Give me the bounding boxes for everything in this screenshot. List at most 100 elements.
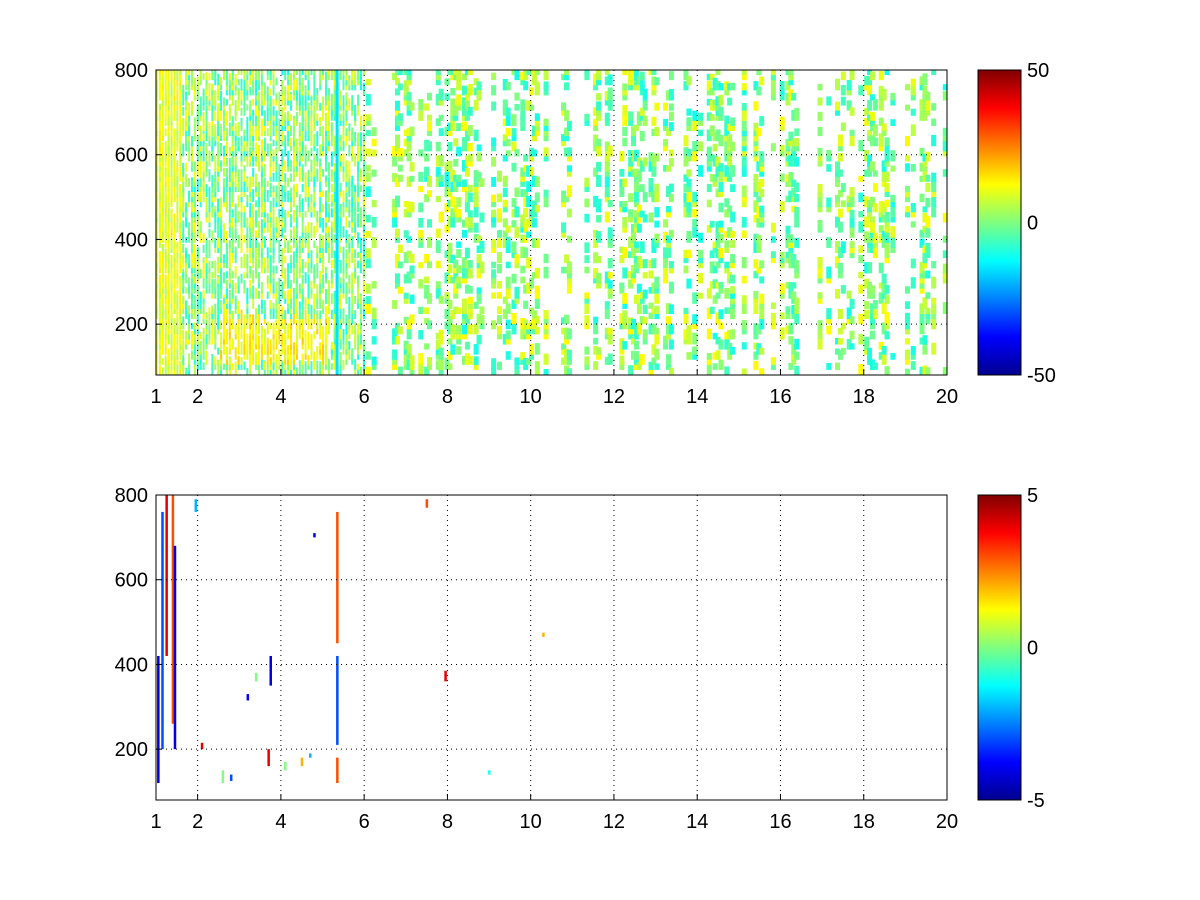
heatmap-cell bbox=[473, 356, 479, 365]
heatmap-cell bbox=[257, 310, 260, 325]
heatmap-cell bbox=[199, 221, 202, 228]
heatmap-cell bbox=[910, 277, 916, 289]
heatmap-cell bbox=[278, 253, 281, 264]
heatmap-cell bbox=[759, 293, 765, 304]
heatmap-cell bbox=[654, 233, 660, 243]
heatmap-cell bbox=[931, 260, 937, 269]
heatmap-cell bbox=[835, 362, 841, 370]
heatmap-cell bbox=[179, 257, 182, 264]
heatmap-cell bbox=[730, 294, 736, 304]
heatmap-cell bbox=[794, 365, 800, 375]
heatmap-cell bbox=[295, 367, 298, 375]
heatmap-cell bbox=[357, 323, 360, 335]
heatmap-cell bbox=[450, 216, 456, 228]
heatmap-cell bbox=[225, 185, 228, 192]
heatmap-cell bbox=[520, 116, 526, 126]
heatmap-cell bbox=[193, 312, 196, 320]
heatmap-cell bbox=[246, 178, 249, 187]
heatmap-cell bbox=[371, 138, 377, 147]
heatmap-cell bbox=[371, 216, 377, 228]
heatmap-cell bbox=[362, 146, 365, 162]
heatmap-cell bbox=[339, 217, 342, 233]
heatmap-cell bbox=[435, 141, 441, 152]
heatmap-cell bbox=[278, 208, 281, 218]
heatmap-cell bbox=[447, 160, 453, 172]
heatmap-cell bbox=[922, 104, 928, 116]
heatmap-cell bbox=[269, 255, 272, 269]
heatmap-cell bbox=[234, 229, 237, 238]
heatmap-cell bbox=[604, 76, 610, 86]
heatmap-cell bbox=[473, 360, 479, 370]
heatmap-cell bbox=[502, 238, 508, 248]
heatmap-cell bbox=[220, 273, 223, 289]
heatmap-cell bbox=[642, 317, 648, 325]
heatmap-cell bbox=[290, 114, 293, 121]
heatmap-cell bbox=[214, 131, 217, 142]
heatmap-cell bbox=[604, 112, 610, 121]
heatmap-cell bbox=[260, 70, 263, 76]
heatmap-cell bbox=[622, 341, 628, 350]
heatmap-cell bbox=[788, 362, 794, 370]
heatmap-cell bbox=[473, 129, 479, 142]
heatmap-cell bbox=[310, 335, 313, 345]
heatmap-cell bbox=[173, 330, 176, 340]
heatmap-cell bbox=[205, 329, 208, 345]
x-tick-label: 2 bbox=[192, 386, 203, 408]
heatmap-cell bbox=[234, 347, 237, 360]
heatmap-cell bbox=[584, 304, 590, 314]
heatmap-cell bbox=[307, 102, 310, 111]
heatmap-cell bbox=[878, 117, 884, 126]
heatmap-cell bbox=[881, 160, 887, 172]
heatmap-cell bbox=[327, 70, 330, 76]
heatmap-cell bbox=[298, 240, 301, 253]
heatmap-cell bbox=[869, 312, 875, 325]
heatmap-cell bbox=[351, 290, 354, 304]
x-tick-label: 10 bbox=[520, 386, 542, 408]
heatmap-cell bbox=[467, 106, 473, 116]
heatmap-cell bbox=[164, 85, 167, 96]
heatmap-cell bbox=[208, 169, 211, 182]
heatmap-cell bbox=[648, 323, 654, 335]
heatmap-cell bbox=[156, 111, 158, 121]
heatmap-cell bbox=[686, 325, 692, 335]
heatmap-cell bbox=[884, 160, 890, 167]
heatmap-cell bbox=[223, 145, 226, 157]
heatmap-cell bbox=[246, 217, 249, 228]
heatmap-cell bbox=[263, 361, 266, 370]
heatmap-cell bbox=[176, 89, 179, 101]
heatmap-cell bbox=[628, 325, 634, 335]
heatmap-cell bbox=[526, 257, 532, 269]
heatmap-cell bbox=[633, 331, 639, 340]
heatmap-cell bbox=[220, 255, 223, 264]
heatmap-cell bbox=[211, 136, 214, 147]
heatmap-cell bbox=[223, 272, 226, 284]
heatmap-cell bbox=[249, 287, 252, 294]
heatmap-cell bbox=[202, 233, 205, 243]
heatmap-cell bbox=[931, 103, 937, 111]
heatmap-cell bbox=[310, 147, 313, 157]
heatmap-cell bbox=[263, 198, 266, 213]
y-tick-label: 600 bbox=[115, 145, 148, 167]
heatmap-cell bbox=[234, 305, 237, 314]
heatmap-cell bbox=[199, 229, 202, 243]
heatmap-cell bbox=[511, 198, 517, 208]
heatmap-cell bbox=[741, 154, 747, 167]
heatmap-cell bbox=[438, 114, 444, 121]
heatmap-cell bbox=[496, 333, 502, 340]
heatmap-cell bbox=[354, 249, 357, 259]
heatmap-cell bbox=[158, 327, 161, 335]
heatmap-cell bbox=[473, 344, 479, 355]
heatmap-cell bbox=[835, 241, 841, 248]
heatmap-cell bbox=[622, 317, 628, 330]
heatmap-cell bbox=[607, 90, 613, 101]
heatmap-cell bbox=[523, 327, 529, 335]
heatmap-cell bbox=[403, 353, 409, 365]
heatmap-cell bbox=[534, 204, 540, 213]
heatmap-cell bbox=[325, 136, 328, 147]
heatmap-cell bbox=[447, 322, 453, 335]
heatmap-cell bbox=[182, 243, 185, 253]
heatmap-cell bbox=[362, 183, 365, 192]
heatmap-cell bbox=[292, 153, 295, 167]
heatmap-cell bbox=[217, 103, 220, 116]
heatmap-cell bbox=[633, 222, 639, 233]
